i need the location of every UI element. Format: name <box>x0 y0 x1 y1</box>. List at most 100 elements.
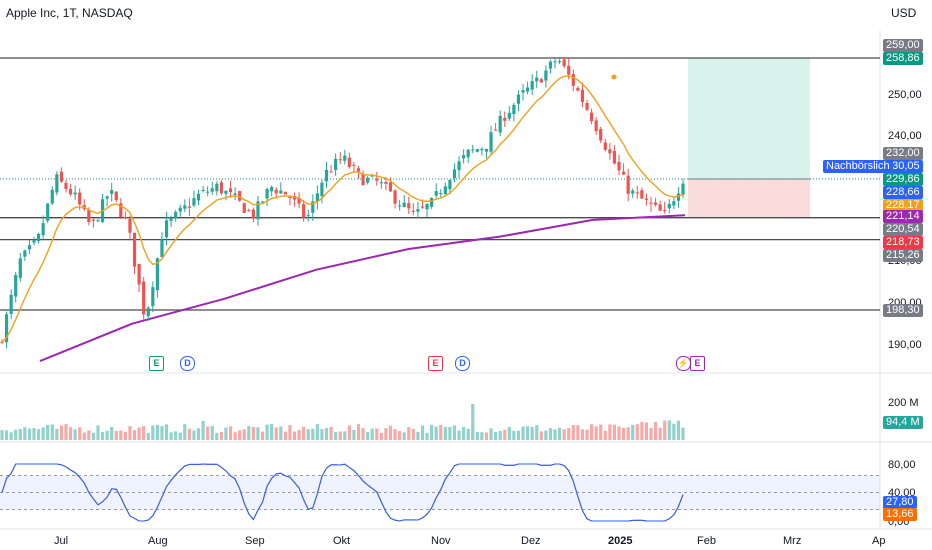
volume-bar <box>128 426 132 440</box>
candle-body <box>361 173 365 186</box>
candle-body <box>599 129 603 141</box>
candle-body <box>430 197 434 207</box>
stoch-tick: 80,00 <box>888 459 916 471</box>
candle-body <box>576 87 580 91</box>
volume-bar <box>553 429 557 440</box>
candle-body <box>375 178 379 181</box>
candle-body <box>36 233 41 242</box>
volume-bar <box>416 431 420 440</box>
volume-bar <box>100 431 105 440</box>
candle-body <box>384 181 388 184</box>
volume-bar <box>242 429 246 440</box>
earnings-event-icon[interactable]: E <box>690 356 705 371</box>
sma-200-line <box>39 214 686 363</box>
time-label: Feb <box>697 535 716 547</box>
sma-200-path <box>39 214 686 363</box>
volume-bar <box>457 430 461 440</box>
volume-bar <box>498 431 502 440</box>
volume-bar <box>649 427 653 440</box>
candle-body <box>151 287 155 307</box>
volume-bar <box>635 424 639 440</box>
candle-body <box>562 59 566 67</box>
price-tag-229-86: 229,86 <box>883 173 923 186</box>
candle-body <box>4 314 9 343</box>
candle-body <box>114 191 118 201</box>
volume-bar <box>46 424 50 440</box>
volume-bar <box>68 427 73 440</box>
volume-bar <box>270 424 274 440</box>
volume-bar <box>4 430 9 440</box>
dividend-event-icon[interactable]: D <box>455 356 470 371</box>
time-label: Mrz <box>783 535 802 547</box>
candle-body <box>9 294 13 314</box>
candle-body <box>393 190 397 204</box>
volume-bar <box>338 431 342 440</box>
candle-body <box>242 203 246 213</box>
candle-body <box>452 169 457 179</box>
volume-bar <box>160 426 164 440</box>
candle-body <box>329 171 333 173</box>
long-position-tool[interactable] <box>688 58 810 218</box>
candle-body <box>201 189 205 191</box>
candle-body <box>521 90 525 93</box>
candle-body <box>466 149 470 158</box>
candle-body <box>96 220 100 222</box>
volume-bar <box>352 429 356 440</box>
candle-body <box>50 189 54 204</box>
volume-bar <box>164 424 169 440</box>
candle-body <box>228 188 233 193</box>
volume-bar <box>334 432 338 440</box>
post-market-label: Nachbörslich <box>823 160 893 173</box>
candle-body <box>27 245 32 250</box>
candle-body <box>589 112 594 122</box>
candle-body <box>475 149 479 152</box>
candle-body <box>526 87 530 92</box>
candle-body <box>59 171 64 182</box>
volume-bar <box>219 431 223 440</box>
candle-body <box>580 89 585 103</box>
candle-body <box>123 217 128 219</box>
volume-bar <box>484 432 489 440</box>
earnings-event-icon[interactable]: E <box>149 356 164 371</box>
candle-body <box>224 190 228 194</box>
dividend-event-icon[interactable]: D <box>180 356 195 371</box>
volume-bar <box>393 429 397 440</box>
candle-body <box>425 204 429 210</box>
volume-bar <box>612 424 617 440</box>
volume-bar <box>503 429 507 440</box>
volume-bar <box>617 426 621 440</box>
split-event-icon[interactable]: ⚡ <box>676 356 691 371</box>
volume-bar <box>379 432 383 440</box>
volume-bar <box>530 426 534 440</box>
volume-bar <box>640 421 644 440</box>
candle-body <box>612 151 617 164</box>
candle-body <box>210 188 214 192</box>
candle-body <box>366 177 370 183</box>
volume-bar <box>526 426 530 440</box>
candle-body <box>544 70 548 81</box>
symbol-title[interactable]: Apple Inc, 1T, NASDAQ <box>6 6 133 20</box>
candle-body <box>78 192 82 205</box>
candle-body <box>247 210 251 212</box>
volume-bar <box>535 425 539 440</box>
candle-body <box>617 162 621 171</box>
volume-bar <box>59 425 64 440</box>
volume-bar <box>18 429 22 440</box>
volume-bar <box>430 424 434 440</box>
candle-body <box>347 157 351 167</box>
earnings-event-icon[interactable]: E <box>428 356 443 371</box>
candle-body <box>356 168 361 172</box>
candle-body <box>653 202 658 205</box>
volume-bar <box>516 430 521 440</box>
candle-body <box>206 191 210 193</box>
volume-bar <box>27 428 32 440</box>
volume-bar <box>475 431 479 440</box>
volume-bar <box>420 425 425 440</box>
time-label: Okt <box>333 535 351 547</box>
volume-bar <box>494 431 498 440</box>
price-tick: 190,00 <box>888 339 922 351</box>
currency-label[interactable]: USD <box>891 6 917 20</box>
volume-bar <box>676 420 681 440</box>
candle-body <box>416 209 420 212</box>
